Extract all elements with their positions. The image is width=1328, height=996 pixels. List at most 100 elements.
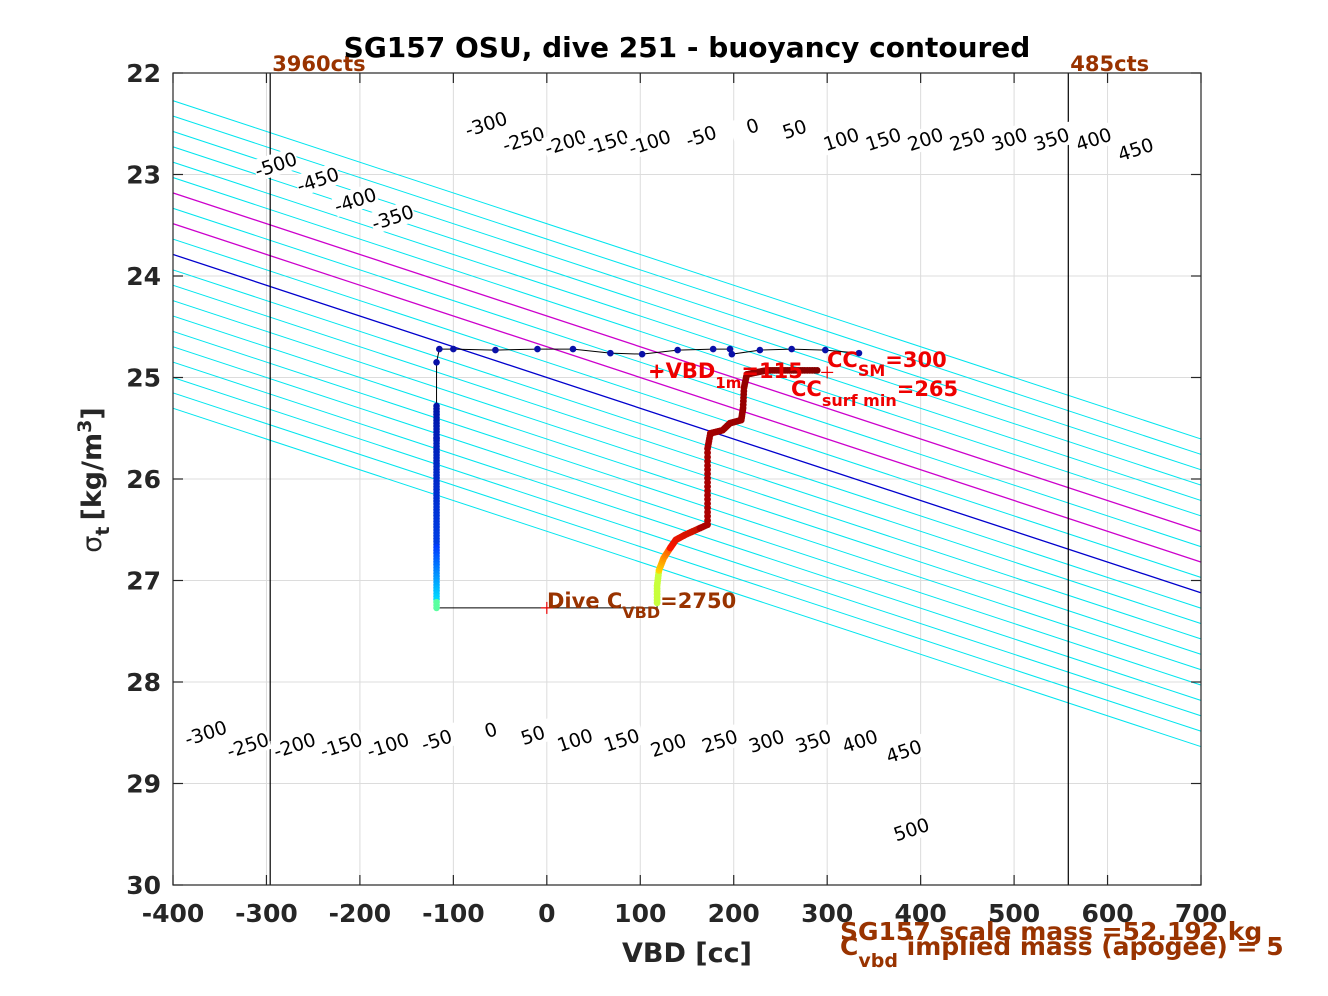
vbd-1m-annotation: +VBD1m=115 bbox=[648, 359, 803, 392]
contour-line--150 bbox=[173, 300, 1201, 640]
y-tick-label-5: 27 bbox=[126, 567, 161, 596]
contour-line--100 bbox=[173, 284, 1201, 625]
y-label-close: ] bbox=[77, 407, 108, 419]
contour-line--350 bbox=[173, 361, 1201, 701]
contour-line-450 bbox=[173, 115, 1201, 455]
contour-label-top-bg-10 bbox=[728, 108, 777, 144]
dive-points bbox=[433, 345, 863, 612]
surface-point-3 bbox=[436, 345, 443, 353]
cc-surf-main: CC bbox=[791, 377, 822, 401]
chart-title: SG157 OSU, dive 251 - buoyancy contoured bbox=[344, 31, 1031, 64]
contour-label-top-bg-6 bbox=[541, 124, 590, 160]
vbd-1m-main: +VBD bbox=[648, 359, 715, 383]
surface-point-7 bbox=[569, 345, 577, 353]
count-label-1: 485cts bbox=[1070, 52, 1149, 76]
x-tick-label-6: 200 bbox=[708, 899, 760, 928]
y-tick-label-8: 30 bbox=[126, 871, 161, 900]
implied-mass-footer: Cvbd implied mass (apogee) = 5 bbox=[840, 932, 1284, 972]
contour-label-bottom-bg-8 bbox=[550, 722, 600, 758]
y-tick-label-6: 28 bbox=[126, 668, 161, 697]
x-tick-label-10: 600 bbox=[1081, 899, 1133, 928]
contour-label-top-bg-11 bbox=[770, 111, 819, 147]
dive-c-sub: VBD bbox=[622, 603, 660, 622]
contour-label-bottom-bg-13 bbox=[788, 723, 838, 759]
contour-label-bottom-bg-11 bbox=[695, 723, 745, 759]
y-label-exp: 3 bbox=[74, 420, 96, 433]
contour-label-top-bg-8 bbox=[625, 124, 674, 160]
surface-point-4 bbox=[450, 345, 457, 353]
contour-label-bottom-bg-4 bbox=[363, 727, 413, 763]
contour-label-top-bg-13 bbox=[858, 121, 908, 157]
contour-label-bottom-bg-16 bbox=[886, 811, 936, 847]
x-tick-label-3: -100 bbox=[422, 899, 485, 928]
contour-label-bottom-bg-1 bbox=[223, 727, 273, 763]
contour-label-top-bg-14 bbox=[900, 121, 950, 157]
contour-line-50 bbox=[173, 238, 1201, 578]
markers bbox=[540, 366, 834, 614]
contour-label-top-bg-9 bbox=[676, 118, 726, 154]
vbd-1m-sub: 1m bbox=[715, 374, 741, 392]
contour-label-top-bg-0 bbox=[251, 147, 301, 182]
surface-point-5 bbox=[492, 346, 499, 354]
y-tick-label-0: 22 bbox=[126, 59, 161, 88]
dive-c-main: Dive C bbox=[547, 589, 622, 613]
implied-mass-sub: vbd bbox=[858, 950, 898, 972]
contour-line-500 bbox=[173, 100, 1201, 440]
contour-line-250 bbox=[173, 177, 1201, 517]
x-tick-label-8: 400 bbox=[895, 899, 947, 928]
contour-line-0 bbox=[173, 253, 1201, 594]
contour-label-top-bg-2 bbox=[330, 182, 380, 218]
x-tick-label-11: 700 bbox=[1175, 899, 1227, 928]
surface-point-10 bbox=[674, 346, 681, 354]
contour-line--400 bbox=[173, 376, 1201, 717]
contour-label-bottom-bg-5 bbox=[412, 722, 461, 758]
y-tick-label-7: 29 bbox=[126, 770, 161, 799]
dive-cvbd-annotation: Dive CVBD=2750 bbox=[547, 589, 736, 622]
x-tick-label-2: -200 bbox=[329, 899, 392, 928]
implied-mass-text: implied mass (apogee) = 5 bbox=[898, 932, 1284, 961]
surface-point-2 bbox=[433, 358, 440, 366]
implied-mass-c: C bbox=[840, 932, 858, 961]
cc-surf-value: =265 bbox=[897, 377, 958, 401]
contour-line-300 bbox=[173, 161, 1201, 502]
x-tick-label-7: 300 bbox=[801, 899, 853, 928]
vbd-1m-value: =115 bbox=[741, 359, 802, 383]
contour-line--200 bbox=[173, 315, 1201, 655]
descent-point-70 bbox=[433, 604, 440, 612]
contour-line--50 bbox=[173, 269, 1201, 609]
scale-mass-footer: SG157 scale mass =52.192 kg bbox=[840, 917, 1262, 946]
count-label-0: 3960cts bbox=[272, 52, 365, 76]
y-tick-label-4: 26 bbox=[126, 465, 161, 494]
contour-label-bottom-bg-3 bbox=[316, 727, 366, 763]
surface-point-12 bbox=[726, 345, 734, 353]
y-tick-label-2: 24 bbox=[126, 262, 161, 291]
y-label-sigma: σ bbox=[77, 536, 108, 553]
cc-surf-min-annotation: CCsurf min=265 bbox=[791, 377, 958, 410]
contour-label-bottom-bg-6 bbox=[466, 712, 516, 748]
surface-point-13 bbox=[728, 350, 736, 358]
surface-point-9 bbox=[638, 350, 646, 358]
surface-point-14 bbox=[756, 346, 764, 354]
contour-label-bottom-bg-9 bbox=[597, 722, 646, 758]
ascent-point-24-5 bbox=[813, 366, 821, 374]
contour-label-top-bg-18 bbox=[1069, 121, 1118, 157]
contour-label-bottom-bg-7 bbox=[508, 717, 558, 753]
x-tick-label-9: 500 bbox=[988, 899, 1040, 928]
x-tick-label-0: -400 bbox=[142, 899, 205, 928]
contour-label-bottom-bg-12 bbox=[742, 723, 791, 759]
y-axis-label: σt [kg/m3] bbox=[74, 407, 114, 552]
contour-label-top-bg-5 bbox=[499, 121, 548, 157]
surface-point-6 bbox=[534, 345, 541, 353]
surface-point-11 bbox=[709, 345, 717, 353]
x-tick-label-4: 0 bbox=[538, 899, 555, 928]
surface-point-8 bbox=[607, 349, 614, 357]
contour-label-bottom-bg-10 bbox=[643, 727, 693, 763]
contour-line-100 bbox=[173, 223, 1201, 563]
contour-label-bottom-bg-2 bbox=[270, 727, 319, 763]
cc-sm-main: CC bbox=[827, 348, 858, 372]
cc-surf-sub: surf min bbox=[822, 391, 897, 410]
y-label-unit: [kg/m bbox=[77, 433, 108, 521]
contour-line-200 bbox=[173, 192, 1201, 532]
cc-sm-value: =300 bbox=[885, 348, 946, 372]
contour-line--500 bbox=[173, 407, 1201, 748]
